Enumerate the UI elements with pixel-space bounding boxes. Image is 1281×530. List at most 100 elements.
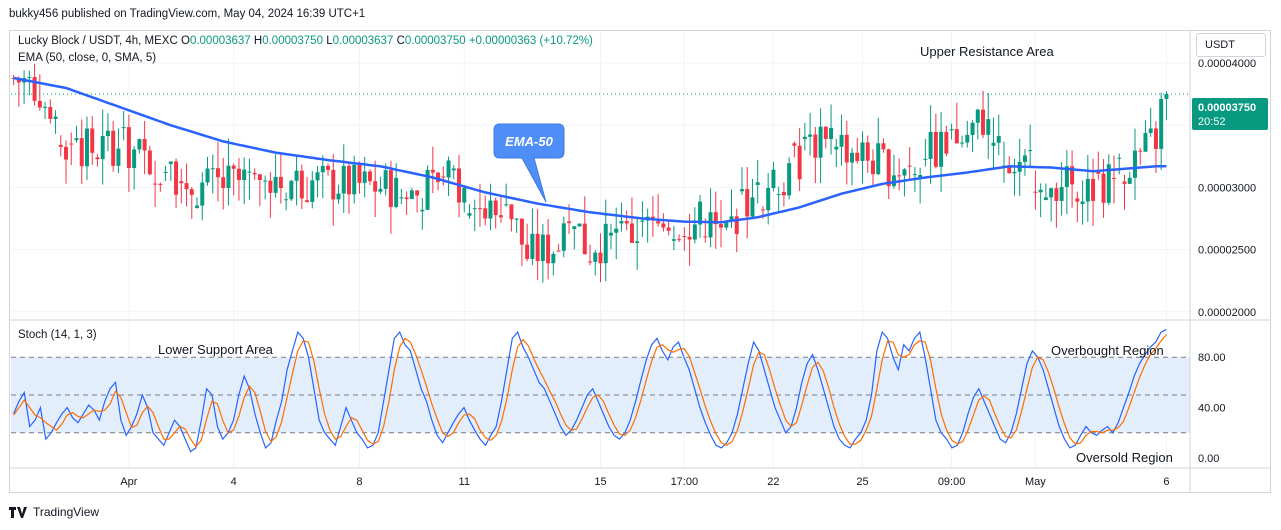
- candle-body: [509, 204, 514, 220]
- candle-body: [582, 223, 587, 255]
- candle-body: [598, 252, 603, 264]
- candle-body: [1059, 186, 1064, 201]
- stoch-legend[interactable]: Stoch (14, 1, 3): [18, 329, 97, 341]
- candle-body: [105, 130, 110, 137]
- candle-body: [556, 250, 561, 252]
- close-value: 0.00003750: [404, 35, 466, 47]
- candle-body: [519, 218, 524, 245]
- candle-body: [331, 169, 336, 200]
- candle-body: [802, 136, 807, 140]
- candle-body: [69, 143, 74, 145]
- candle-body: [1080, 201, 1085, 204]
- candle-body: [797, 145, 802, 180]
- candle-body: [1085, 178, 1090, 202]
- candle-body: [373, 181, 378, 192]
- tradingview-brand: TradingView: [33, 505, 100, 519]
- candle-body: [991, 142, 996, 146]
- candle-body: [64, 146, 69, 160]
- candle-body: [236, 168, 241, 181]
- candle-body: [739, 189, 744, 192]
- time-tick-label: 09:00: [938, 476, 966, 488]
- candle-body: [729, 216, 734, 221]
- candle-body: [891, 175, 896, 187]
- symbol-name: Lucky Block / USDT, 4h, MEXC: [18, 35, 178, 47]
- candle-body: [205, 168, 210, 183]
- candle-body: [996, 136, 1001, 143]
- candle-body: [1101, 173, 1106, 203]
- candle-body: [174, 161, 179, 195]
- candle-body: [43, 106, 48, 108]
- candle-body: [257, 174, 262, 181]
- tradingview-logo[interactable]: TradingView: [9, 505, 99, 519]
- candle-body: [1153, 128, 1158, 149]
- candle-body: [818, 126, 823, 158]
- stoch-d-line: [13, 334, 1167, 448]
- candle-body: [965, 134, 970, 143]
- candle-body: [1148, 128, 1153, 133]
- candle-body: [32, 77, 37, 101]
- candle-body: [409, 190, 414, 199]
- close-label: C: [396, 35, 405, 47]
- candle-body: [1075, 198, 1080, 202]
- symbol-legend[interactable]: Lucky Block / USDT, 4h, MEXC O0.00003637…: [18, 35, 593, 47]
- candle-body: [504, 204, 509, 206]
- time-tick-label: 8: [356, 476, 362, 488]
- candle-body: [1117, 157, 1122, 159]
- candle-body: [189, 189, 194, 195]
- candle-body: [666, 227, 671, 231]
- candle-body: [294, 170, 299, 181]
- candle-body: [446, 160, 451, 178]
- candle-body: [834, 146, 839, 150]
- candle-body: [535, 233, 540, 261]
- candle-body: [310, 180, 315, 202]
- candle-body: [336, 193, 341, 200]
- candle-body: [1012, 171, 1017, 174]
- candle-body: [1064, 166, 1069, 187]
- time-tick-label: 17:00: [671, 476, 699, 488]
- candle-body: [168, 161, 173, 164]
- candle-body: [388, 170, 393, 207]
- currency-selector[interactable]: USDT: [1196, 33, 1266, 57]
- candle-body: [142, 139, 147, 151]
- candle-body: [713, 212, 718, 225]
- candle-body: [158, 183, 163, 185]
- candle-body: [907, 165, 912, 167]
- candle-body: [451, 168, 456, 171]
- candle-body: [320, 165, 325, 173]
- candle-body: [1022, 155, 1027, 162]
- candle-body: [195, 205, 200, 208]
- publish-info: bukky456 published on TradingView.com, M…: [9, 8, 366, 20]
- candle-body: [289, 180, 294, 200]
- candle-body: [719, 224, 724, 228]
- candle-body: [252, 172, 257, 175]
- price-tick-label: 0.00003000: [1198, 182, 1256, 194]
- candle-body: [661, 223, 666, 228]
- ema-callout-bubble: [493, 123, 565, 203]
- candle-body: [1091, 178, 1096, 201]
- ema-legend[interactable]: EMA (50, close, 0, SMA, 5): [18, 52, 157, 64]
- candle-body: [1043, 197, 1048, 200]
- candle-body: [692, 224, 697, 240]
- candle-body: [975, 109, 980, 123]
- candle-body: [477, 208, 482, 210]
- candle-body: [703, 236, 708, 238]
- upper-resistance-label: Upper Resistance Area: [920, 44, 1054, 59]
- candle-body: [656, 221, 661, 224]
- candle-body: [116, 148, 121, 166]
- candle-body: [1143, 132, 1148, 152]
- candle-body: [221, 177, 226, 188]
- candle-body: [126, 127, 131, 168]
- stoch-tick-label: 80.00: [1198, 352, 1226, 364]
- candle-body: [876, 143, 881, 175]
- candle-body: [263, 180, 268, 182]
- candle-body: [923, 158, 928, 160]
- candle-body: [1159, 98, 1164, 149]
- change-value: +0.00000363 (+10.72%): [468, 35, 593, 47]
- candle-body: [367, 171, 372, 182]
- candle-body: [760, 209, 765, 211]
- candle-body: [603, 223, 608, 264]
- candle-body: [163, 171, 168, 174]
- candle-body: [860, 142, 865, 161]
- candle-body: [918, 175, 923, 178]
